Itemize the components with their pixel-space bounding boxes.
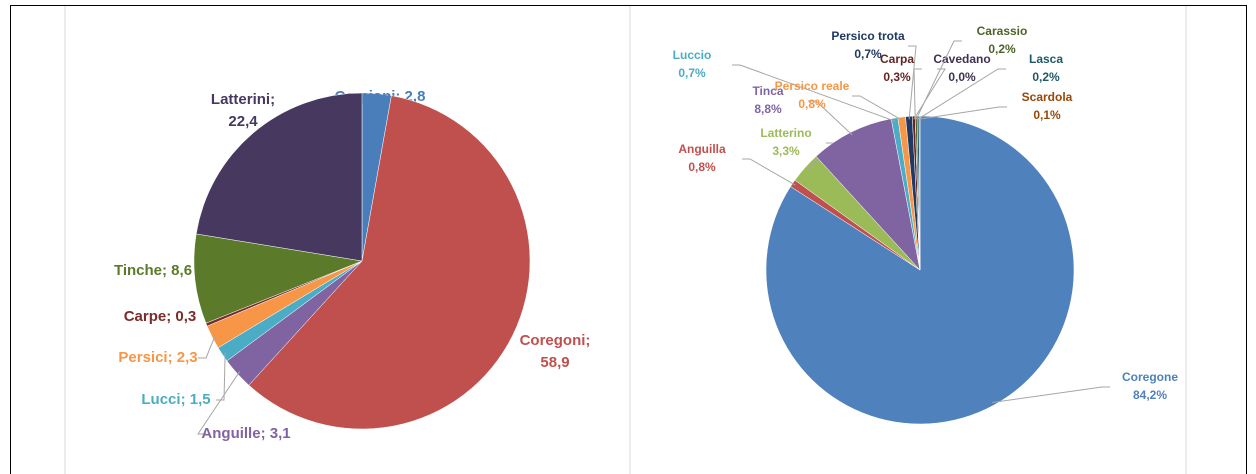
data-label-line: Cavedano	[933, 52, 990, 66]
data-label-line: Anguille; 3,1	[201, 425, 290, 442]
data-label-line: 58,9	[540, 354, 569, 371]
data-label-line: 0,8%	[798, 97, 826, 111]
leader-line	[852, 95, 903, 121]
data-label: Persico reale 0,8%	[775, 79, 850, 111]
leader-line	[198, 335, 216, 359]
leader-line	[742, 158, 796, 186]
leader-line	[908, 45, 917, 120]
data-label-line: Latterini;	[211, 91, 275, 108]
leader-line	[216, 352, 226, 401]
data-label-line: 8,8%	[754, 102, 782, 116]
data-label-line: Persico reale	[775, 79, 850, 93]
data-label-line: Lucci; 1,5	[141, 391, 210, 408]
data-label-line: Tinche; 8,6	[114, 262, 192, 279]
leader-line	[915, 40, 962, 120]
data-label: Lasca 0,2%	[1029, 52, 1063, 84]
data-label-line: Lasca	[1029, 52, 1063, 66]
data-label-line: 0,2%	[1032, 70, 1060, 84]
data-label-line: Coregone	[1122, 370, 1178, 384]
data-label-line: 84,2%	[1133, 388, 1167, 402]
leader-line	[197, 371, 241, 435]
pie-slice	[248, 95, 531, 430]
data-label: Carassio 0,2%	[977, 24, 1028, 56]
data-label-line: 0,1%	[1033, 108, 1061, 122]
data-label-line: 0,7%	[678, 66, 706, 80]
data-label-line: 0,0%	[948, 70, 976, 84]
data-label: Lucci; 1,5	[141, 391, 210, 408]
pie-slice	[918, 115, 921, 271]
leader-line	[732, 64, 896, 122]
frame	[10, 5, 1247, 474]
pie-slice	[193, 233, 363, 324]
data-label: Tinca 8,8%	[752, 84, 783, 116]
data-label-line: 0,7%	[854, 47, 882, 61]
data-label-line: Tinca	[752, 84, 783, 98]
data-label-line: 0,3%	[883, 70, 911, 84]
data-label: Carpe; 0,3	[124, 308, 197, 325]
data-label: Coregone 84,2%	[1122, 370, 1178, 402]
data-label: Carpa 0,3%	[880, 52, 914, 84]
data-label-line: Carpa	[880, 52, 914, 66]
data-label-line: Luccio	[673, 48, 712, 62]
data-label: Anguilla 0,8%	[678, 142, 726, 174]
data-label-line: 3,3%	[772, 144, 800, 158]
leader-line	[992, 386, 1110, 404]
data-label: Scardola 0,1%	[1022, 90, 1073, 122]
pie-slice	[195, 92, 363, 262]
data-label-line: Scardola	[1022, 90, 1073, 104]
data-label: Coregoni; 58,9	[520, 332, 591, 371]
data-label: Luccio 0,7%	[673, 48, 712, 80]
data-label-line: 0,8%	[688, 160, 716, 174]
data-label-line: Anguilla	[678, 142, 726, 156]
data-label: Latterino 3,3%	[760, 126, 811, 158]
data-label: Latterini; 22,4	[211, 91, 275, 130]
data-label-line: Carpe; 0,3	[124, 308, 197, 325]
data-label-line: Persici; 2,3	[118, 349, 197, 366]
data-label: Cavedano 0,0%	[933, 52, 990, 84]
data-label: Persici; 2,3	[118, 349, 197, 366]
pie-chart-right: Coregone 84,2% Anguilla 0,8% Latterino 3,3% Ti…	[673, 24, 1178, 425]
data-label-line: 0,2%	[988, 42, 1016, 56]
leader-line	[917, 68, 1006, 120]
leader-line	[919, 106, 1007, 120]
data-label-line: 22,4	[228, 113, 258, 130]
data-label: Anguille; 3,1	[201, 425, 290, 442]
data-label-line: Carassio	[977, 24, 1028, 38]
data-label: Persico trota 0,7%	[831, 29, 905, 61]
data-label-line: Coregoni;	[520, 332, 591, 349]
leader-line	[808, 100, 853, 136]
leader-line	[913, 68, 922, 120]
data-label-line: Latterino	[760, 126, 811, 140]
data-label-line: Persico trota	[831, 29, 905, 43]
data-label: Tinche; 8,6	[114, 262, 192, 279]
